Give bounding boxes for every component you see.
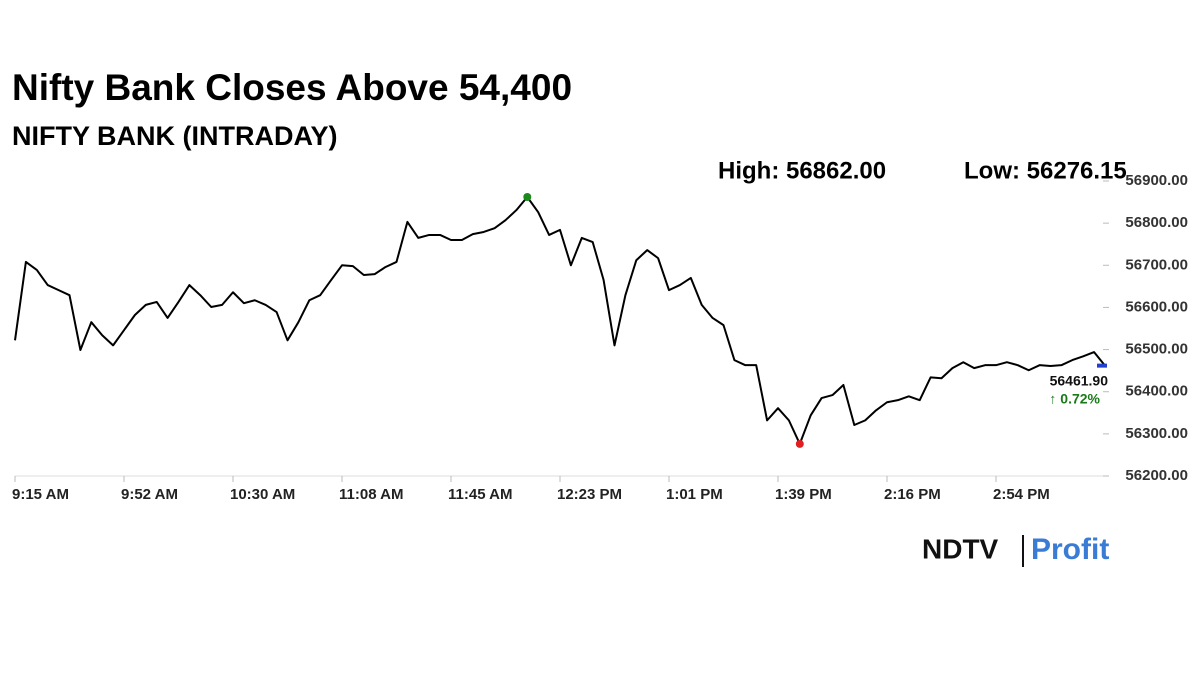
y-tick-label: 56400.00 [1125,383,1188,400]
y-tick-label: 56200.00 [1125,467,1188,484]
low-label: Low: 56276.15 [964,157,1127,184]
x-tick-label: 1:39 PM [775,486,832,503]
y-tick-label: 56800.00 [1125,214,1188,231]
logo-ndtv: NDTV [922,533,999,564]
price-line [14,196,1106,445]
x-tick-label: 1:01 PM [666,486,723,503]
x-tick-label: 10:30 AM [230,486,295,503]
chart-title: Nifty Bank Closes Above 54,400 [12,67,572,108]
x-tick-label: 11:45 AM [448,486,512,503]
low-marker [795,439,804,448]
x-tick-label: 9:52 AM [121,486,178,503]
last-marker [1097,363,1107,368]
x-tick-label: 11:08 AM [339,486,403,503]
high-marker [523,193,532,202]
x-tick-label: 2:16 PM [884,486,941,503]
y-tick-label: 56700.00 [1125,256,1188,273]
logo-profit: Profit [1031,533,1109,566]
y-tick-label: 56300.00 [1125,425,1188,442]
y-tick-label: 56500.00 [1125,341,1188,358]
x-tick-label: 12:23 PM [557,486,622,503]
last-label: 56461.90 [1050,372,1109,388]
x-tick-label: 9:15 AM [12,486,69,503]
x-tick-label: 2:54 PM [993,486,1050,503]
high-label: High: 56862.00 [718,157,886,184]
chart-subtitle: NIFTY BANK (INTRADAY) [12,121,338,151]
change-label: ↑ 0.72% [1049,390,1100,406]
y-tick-label: 56900.00 [1125,172,1188,189]
y-tick-label: 56600.00 [1125,298,1188,315]
